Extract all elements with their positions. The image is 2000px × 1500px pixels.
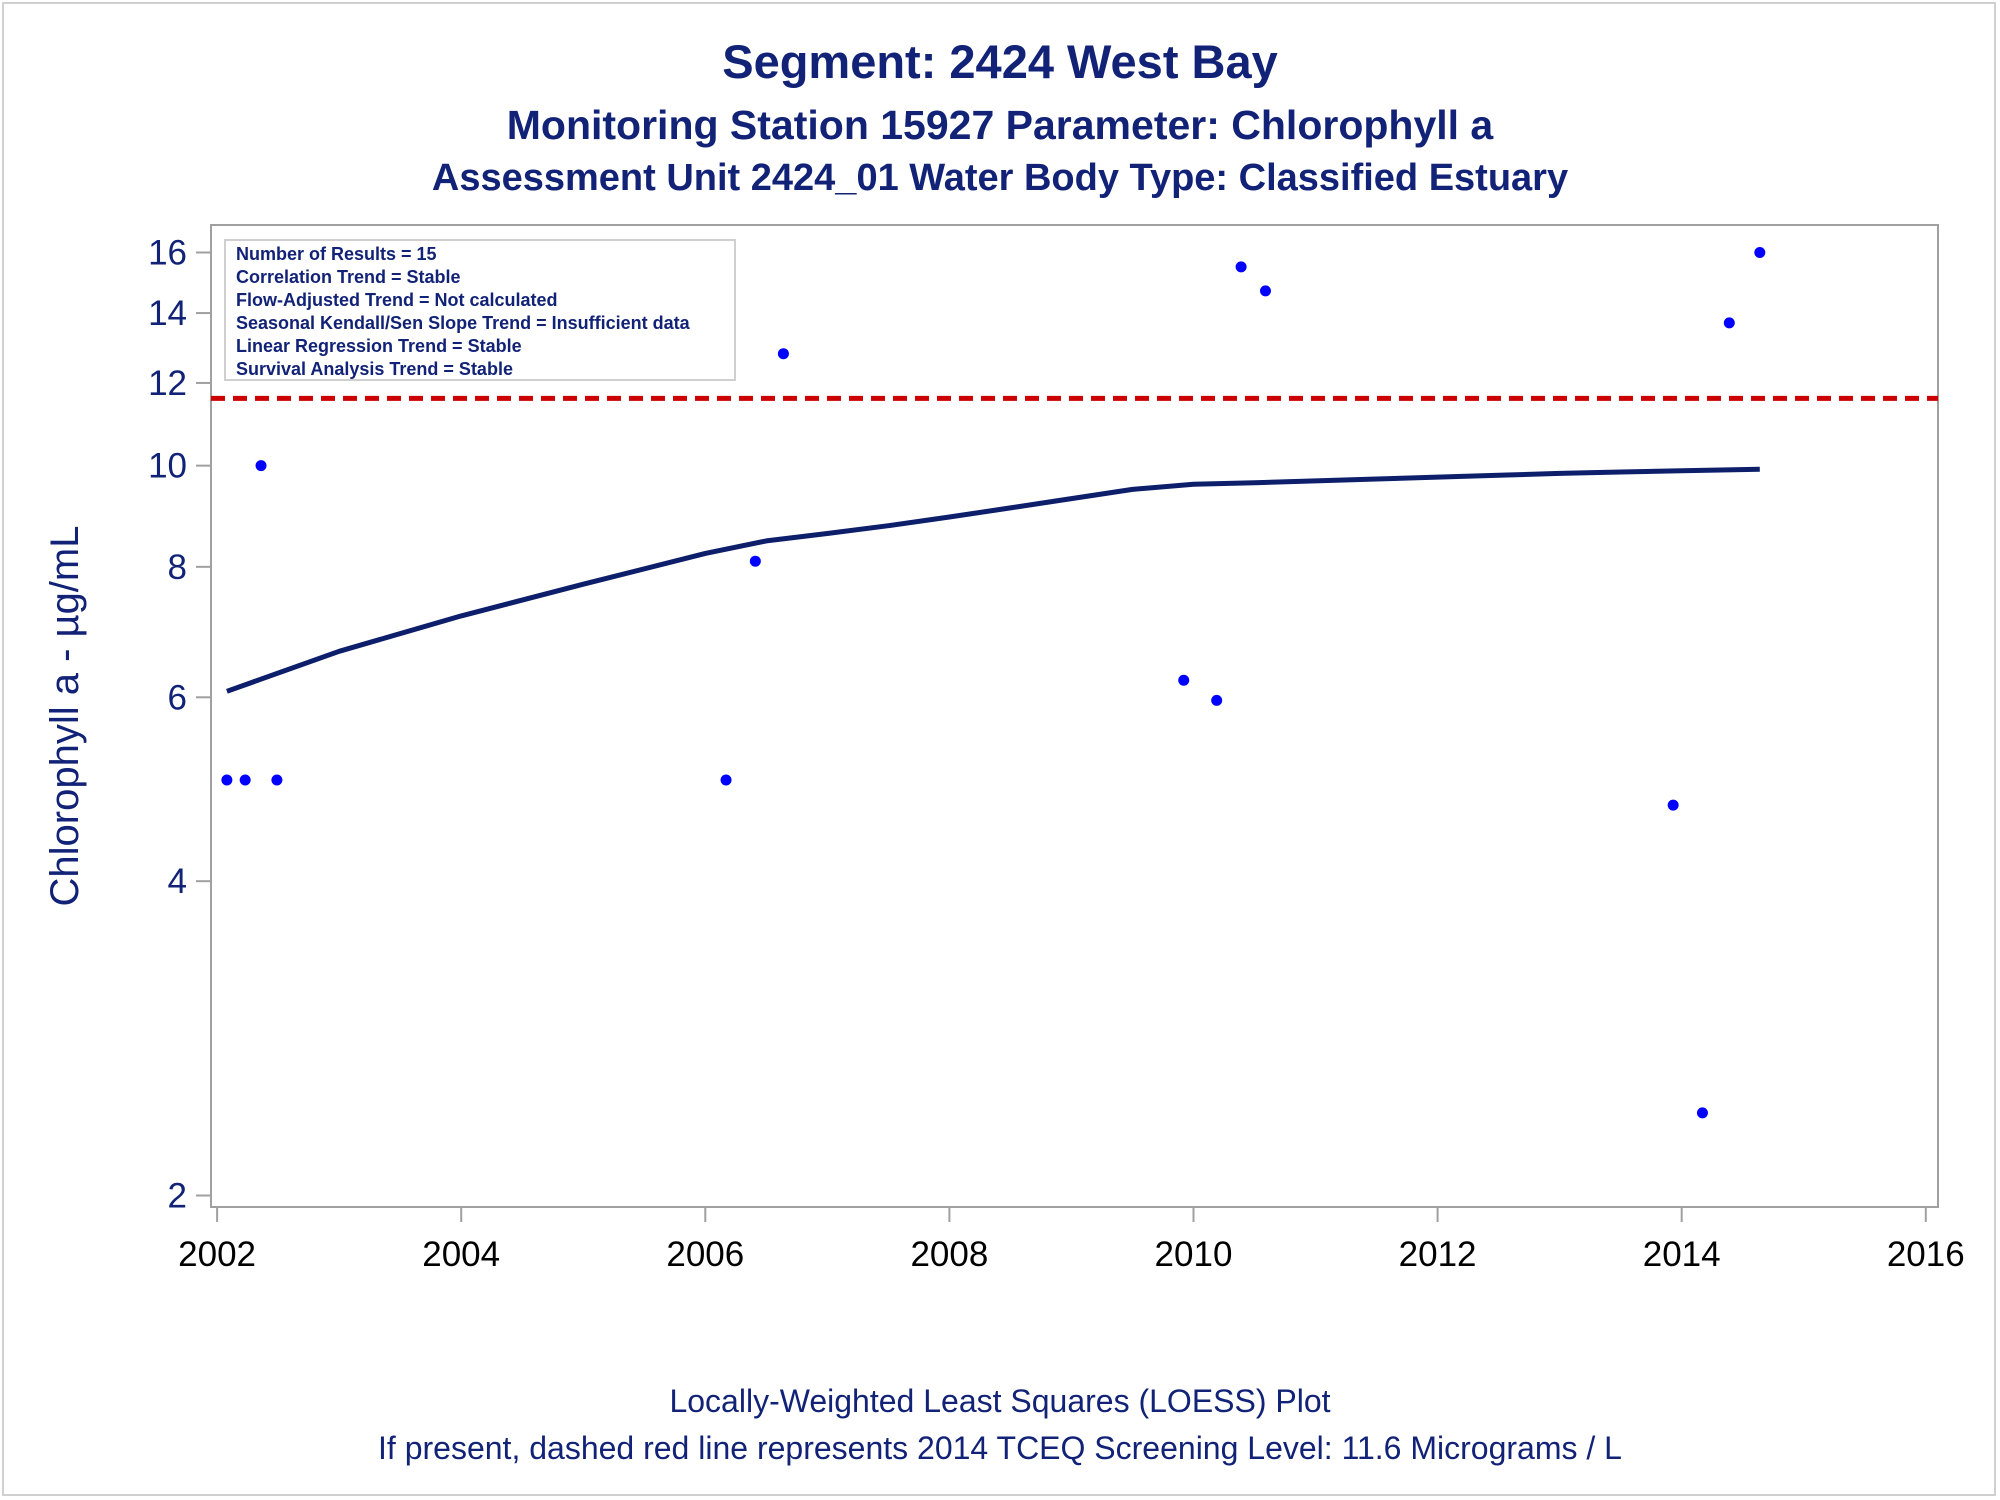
x-tick-label: 2016: [1887, 1235, 1965, 1274]
inset-line: Number of Results = 15: [236, 244, 437, 264]
inset-line: Seasonal Kendall/Sen Slope Trend = Insuf…: [236, 313, 691, 333]
statistics-inset: Number of Results = 15 Correlation Trend…: [224, 239, 736, 381]
data-point: [255, 460, 267, 472]
y-tick-label: 6: [168, 678, 187, 717]
y-axis: 2 4 6 8 10 12 14 16: [148, 233, 211, 1216]
y-tick-label: 2: [168, 1177, 187, 1216]
data-point: [239, 774, 251, 786]
data-point: [1235, 261, 1247, 273]
inset-line: Linear Regression Trend = Stable: [236, 336, 522, 356]
plot-area: [210, 224, 1939, 1208]
inset-line: Flow-Adjusted Trend = Not calculated: [236, 290, 558, 310]
y-tick-label: 14: [148, 294, 187, 333]
data-point: [749, 555, 761, 567]
y-tick-label: 4: [168, 862, 187, 901]
x-axis: 2002 2004 2006 2008 2010 2012 2014 2016: [178, 1207, 1965, 1274]
data-points: [221, 246, 1766, 1119]
footnote-2: If present, dashed red line represents 2…: [378, 1430, 1622, 1466]
data-point: [221, 774, 233, 786]
data-point: [1696, 1107, 1708, 1119]
x-tick-label: 2008: [910, 1235, 988, 1274]
data-point: [1178, 674, 1190, 686]
data-point: [1667, 799, 1679, 811]
chart-title: Segment: 2424 West Bay: [722, 35, 1278, 88]
inset-line: Correlation Trend = Stable: [236, 267, 461, 287]
x-tick-label: 2014: [1643, 1235, 1721, 1274]
chart-subtitle-2: Assessment Unit 2424_01 Water Body Type:…: [432, 157, 1568, 199]
x-tick-label: 2010: [1155, 1235, 1233, 1274]
x-tick-label: 2012: [1399, 1235, 1477, 1274]
y-axis-label: Chlorophyll a - µg/mL: [43, 526, 87, 907]
loess-curve: [226, 466, 1760, 694]
y-tick-label: 12: [148, 364, 187, 403]
data-point: [1260, 285, 1272, 297]
chart-subtitle: Monitoring Station 15927 Parameter: Chlo…: [507, 102, 1495, 148]
x-tick-label: 2006: [666, 1235, 744, 1274]
data-point: [1754, 246, 1766, 258]
data-point: [1723, 317, 1735, 329]
data-point: [720, 774, 732, 786]
inset-box: [224, 239, 736, 381]
y-tick-label: 16: [148, 233, 187, 272]
x-tick-label: 2002: [178, 1235, 256, 1274]
y-tick-label: 8: [168, 548, 187, 587]
data-point: [271, 774, 283, 786]
y-tick-label: 10: [148, 447, 187, 486]
data-point: [1211, 694, 1223, 706]
inset-line: Survival Analysis Trend = Stable: [236, 359, 513, 379]
x-tick-label: 2004: [422, 1235, 500, 1274]
data-point: [777, 348, 789, 360]
footnote-1: Locally-Weighted Least Squares (LOESS) P…: [669, 1383, 1330, 1419]
